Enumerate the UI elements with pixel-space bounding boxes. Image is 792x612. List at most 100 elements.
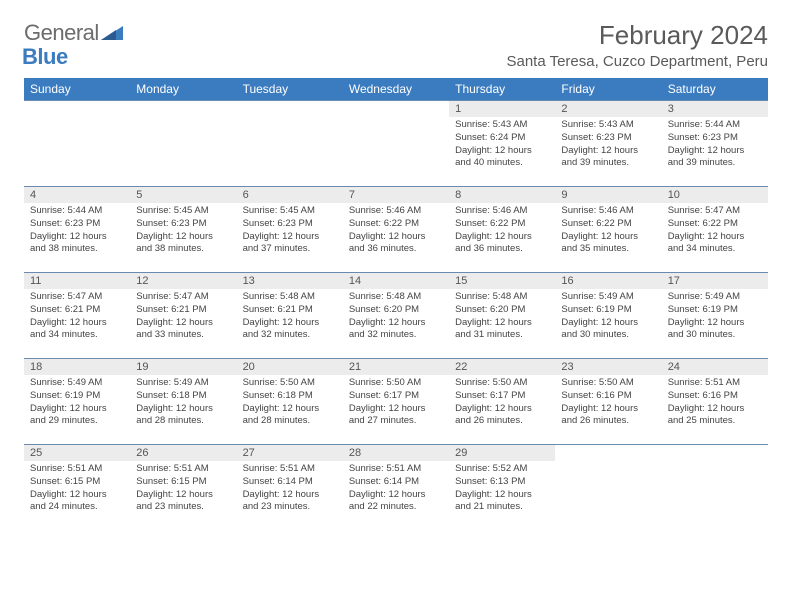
calendar-day-cell: 19Sunrise: 5:49 AMSunset: 6:18 PMDayligh… [130, 359, 236, 445]
day-content: Sunrise: 5:44 AMSunset: 6:23 PMDaylight:… [662, 117, 768, 174]
day-number: 24 [662, 359, 768, 375]
calendar-day-cell: 9Sunrise: 5:46 AMSunset: 6:22 PMDaylight… [555, 187, 661, 273]
weekday-header: Friday [555, 78, 661, 101]
calendar-day-cell: 21Sunrise: 5:50 AMSunset: 6:17 PMDayligh… [343, 359, 449, 445]
weekday-header: Thursday [449, 78, 555, 101]
day-number: 2 [555, 101, 661, 117]
calendar-day-cell: 8Sunrise: 5:46 AMSunset: 6:22 PMDaylight… [449, 187, 555, 273]
day-content: Sunrise: 5:43 AMSunset: 6:24 PMDaylight:… [449, 117, 555, 174]
weekday-header: Wednesday [343, 78, 449, 101]
day-content: Sunrise: 5:46 AMSunset: 6:22 PMDaylight:… [449, 203, 555, 260]
calendar-day-cell: 24Sunrise: 5:51 AMSunset: 6:16 PMDayligh… [662, 359, 768, 445]
calendar-day-cell: 28Sunrise: 5:51 AMSunset: 6:14 PMDayligh… [343, 445, 449, 531]
day-content: Sunrise: 5:51 AMSunset: 6:14 PMDaylight:… [343, 461, 449, 518]
weekday-header: Saturday [662, 78, 768, 101]
day-number: 27 [237, 445, 343, 461]
day-number: 20 [237, 359, 343, 375]
day-number: 22 [449, 359, 555, 375]
calendar-day-cell: 27Sunrise: 5:51 AMSunset: 6:14 PMDayligh… [237, 445, 343, 531]
day-number: 21 [343, 359, 449, 375]
day-content: Sunrise: 5:47 AMSunset: 6:21 PMDaylight:… [24, 289, 130, 346]
calendar-table: SundayMondayTuesdayWednesdayThursdayFrid… [24, 78, 768, 531]
calendar-day-cell [555, 445, 661, 531]
day-content: Sunrise: 5:49 AMSunset: 6:19 PMDaylight:… [662, 289, 768, 346]
logo-text-general: General [24, 20, 99, 46]
day-number: 7 [343, 187, 449, 203]
calendar-day-cell: 16Sunrise: 5:49 AMSunset: 6:19 PMDayligh… [555, 273, 661, 359]
location-text: Santa Teresa, Cuzco Department, Peru [506, 53, 768, 70]
calendar-day-cell [662, 445, 768, 531]
calendar-day-cell: 17Sunrise: 5:49 AMSunset: 6:19 PMDayligh… [662, 273, 768, 359]
day-number: 29 [449, 445, 555, 461]
day-content: Sunrise: 5:48 AMSunset: 6:20 PMDaylight:… [343, 289, 449, 346]
calendar-day-cell: 22Sunrise: 5:50 AMSunset: 6:17 PMDayligh… [449, 359, 555, 445]
day-number: 4 [24, 187, 130, 203]
day-content: Sunrise: 5:48 AMSunset: 6:21 PMDaylight:… [237, 289, 343, 346]
weekday-header: Sunday [24, 78, 130, 101]
day-number: 1 [449, 101, 555, 117]
calendar-day-cell: 25Sunrise: 5:51 AMSunset: 6:15 PMDayligh… [24, 445, 130, 531]
day-content: Sunrise: 5:51 AMSunset: 6:16 PMDaylight:… [662, 375, 768, 432]
day-number: 6 [237, 187, 343, 203]
day-content: Sunrise: 5:47 AMSunset: 6:21 PMDaylight:… [130, 289, 236, 346]
day-content: Sunrise: 5:52 AMSunset: 6:13 PMDaylight:… [449, 461, 555, 518]
day-content: Sunrise: 5:50 AMSunset: 6:16 PMDaylight:… [555, 375, 661, 432]
calendar-day-cell [24, 101, 130, 187]
day-number: 13 [237, 273, 343, 289]
calendar-week-row: 4Sunrise: 5:44 AMSunset: 6:23 PMDaylight… [24, 187, 768, 273]
day-content: Sunrise: 5:43 AMSunset: 6:23 PMDaylight:… [555, 117, 661, 174]
calendar-day-cell [343, 101, 449, 187]
day-number: 10 [662, 187, 768, 203]
day-number: 8 [449, 187, 555, 203]
day-number: 25 [24, 445, 130, 461]
day-number: 26 [130, 445, 236, 461]
day-number: 19 [130, 359, 236, 375]
calendar-day-cell: 14Sunrise: 5:48 AMSunset: 6:20 PMDayligh… [343, 273, 449, 359]
calendar-day-cell [130, 101, 236, 187]
logo-triangle-icon [101, 26, 123, 45]
day-number: 14 [343, 273, 449, 289]
header: General February 2024 Santa Teresa, Cuzc… [24, 20, 768, 70]
weekday-header: Monday [130, 78, 236, 101]
calendar-day-cell: 12Sunrise: 5:47 AMSunset: 6:21 PMDayligh… [130, 273, 236, 359]
day-number: 3 [662, 101, 768, 117]
day-content: Sunrise: 5:46 AMSunset: 6:22 PMDaylight:… [555, 203, 661, 260]
calendar-day-cell: 13Sunrise: 5:48 AMSunset: 6:21 PMDayligh… [237, 273, 343, 359]
day-content: Sunrise: 5:49 AMSunset: 6:18 PMDaylight:… [130, 375, 236, 432]
calendar-day-cell: 15Sunrise: 5:48 AMSunset: 6:20 PMDayligh… [449, 273, 555, 359]
calendar-day-cell: 5Sunrise: 5:45 AMSunset: 6:23 PMDaylight… [130, 187, 236, 273]
day-number: 17 [662, 273, 768, 289]
calendar-week-row: 1Sunrise: 5:43 AMSunset: 6:24 PMDaylight… [24, 101, 768, 187]
day-content: Sunrise: 5:44 AMSunset: 6:23 PMDaylight:… [24, 203, 130, 260]
day-number: 15 [449, 273, 555, 289]
weekday-header: Tuesday [237, 78, 343, 101]
calendar-day-cell: 20Sunrise: 5:50 AMSunset: 6:18 PMDayligh… [237, 359, 343, 445]
day-content: Sunrise: 5:48 AMSunset: 6:20 PMDaylight:… [449, 289, 555, 346]
day-content: Sunrise: 5:51 AMSunset: 6:14 PMDaylight:… [237, 461, 343, 518]
calendar-week-row: 25Sunrise: 5:51 AMSunset: 6:15 PMDayligh… [24, 445, 768, 531]
title-block: February 2024 Santa Teresa, Cuzco Depart… [506, 20, 768, 70]
calendar-day-cell: 7Sunrise: 5:46 AMSunset: 6:22 PMDaylight… [343, 187, 449, 273]
weekday-header-row: SundayMondayTuesdayWednesdayThursdayFrid… [24, 78, 768, 101]
calendar-day-cell [237, 101, 343, 187]
calendar-day-cell: 23Sunrise: 5:50 AMSunset: 6:16 PMDayligh… [555, 359, 661, 445]
day-content: Sunrise: 5:46 AMSunset: 6:22 PMDaylight:… [343, 203, 449, 260]
month-title: February 2024 [506, 20, 768, 51]
day-number: 9 [555, 187, 661, 203]
day-number: 23 [555, 359, 661, 375]
day-content: Sunrise: 5:50 AMSunset: 6:18 PMDaylight:… [237, 375, 343, 432]
day-content: Sunrise: 5:50 AMSunset: 6:17 PMDaylight:… [343, 375, 449, 432]
calendar-day-cell: 2Sunrise: 5:43 AMSunset: 6:23 PMDaylight… [555, 101, 661, 187]
calendar-week-row: 11Sunrise: 5:47 AMSunset: 6:21 PMDayligh… [24, 273, 768, 359]
calendar-day-cell: 3Sunrise: 5:44 AMSunset: 6:23 PMDaylight… [662, 101, 768, 187]
logo: General [24, 20, 125, 46]
calendar-week-row: 18Sunrise: 5:49 AMSunset: 6:19 PMDayligh… [24, 359, 768, 445]
calendar-day-cell: 4Sunrise: 5:44 AMSunset: 6:23 PMDaylight… [24, 187, 130, 273]
logo-text-blue: Blue [22, 44, 68, 69]
day-number: 18 [24, 359, 130, 375]
calendar-day-cell: 18Sunrise: 5:49 AMSunset: 6:19 PMDayligh… [24, 359, 130, 445]
calendar-day-cell: 6Sunrise: 5:45 AMSunset: 6:23 PMDaylight… [237, 187, 343, 273]
calendar-day-cell: 1Sunrise: 5:43 AMSunset: 6:24 PMDaylight… [449, 101, 555, 187]
day-number: 28 [343, 445, 449, 461]
day-content: Sunrise: 5:45 AMSunset: 6:23 PMDaylight:… [237, 203, 343, 260]
